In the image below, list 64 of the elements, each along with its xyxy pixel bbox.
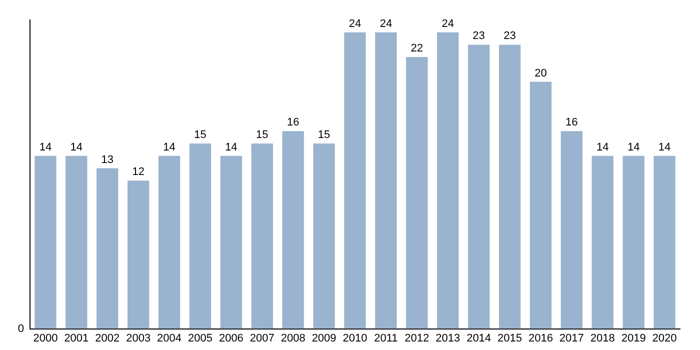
x-tick-label: 2012 (404, 332, 430, 344)
x-tick-label: 2009 (312, 332, 336, 344)
bar (622, 156, 644, 329)
data-label: 15 (318, 129, 330, 142)
x-tick-label: 2019 (621, 332, 646, 344)
data-label: 16 (286, 116, 300, 129)
bar (189, 144, 212, 329)
bar (313, 144, 335, 329)
x-tick-label: 2016 (528, 332, 553, 344)
x-tick-label: 2011 (374, 332, 398, 344)
bar (498, 44, 521, 329)
x-tick-label: 2003 (126, 332, 151, 344)
x-tick-label: 2015 (498, 332, 522, 344)
data-label: 24 (442, 18, 454, 30)
data-label: 14 (658, 141, 671, 154)
x-tick-label: 2013 (436, 332, 460, 344)
bar (220, 156, 242, 329)
data-label: 13 (101, 154, 114, 166)
bar (158, 156, 180, 329)
data-label: 24 (380, 18, 392, 30)
bar (282, 131, 304, 329)
data-label: 16 (566, 116, 578, 129)
bar (34, 156, 56, 329)
text: 0 (18, 322, 24, 335)
x-tick-label: 2004 (157, 332, 182, 344)
x-tick-label: 2014 (466, 332, 492, 344)
bar (251, 144, 273, 329)
data-label: 15 (194, 129, 206, 142)
x-tick-label: 2020 (652, 332, 677, 344)
data-label: 12 (132, 166, 144, 178)
data-label: 14 (39, 141, 52, 154)
bar (406, 57, 428, 329)
data-label: 23 (504, 30, 516, 42)
data-label: 14 (225, 141, 238, 154)
x-tick-label: 2000 (33, 332, 58, 344)
x-tick-label: 2001 (64, 332, 89, 344)
bar (468, 44, 490, 329)
bar (96, 168, 118, 329)
data-label: 23 (472, 30, 485, 42)
x-tick-label: 2010 (342, 332, 368, 344)
data-label: 14 (627, 141, 640, 154)
data-label: 14 (596, 141, 609, 154)
bar (66, 156, 88, 329)
x-tick-label: 2008 (280, 332, 306, 344)
bar (128, 180, 150, 329)
x-tick-label: 2007 (250, 332, 274, 344)
x-tick-label: 2002 (95, 332, 120, 344)
bar (592, 156, 614, 329)
data-label: 22 (410, 42, 424, 55)
data-label: 14 (163, 141, 176, 154)
x-tick-label: 2005 (188, 332, 212, 344)
bar (344, 32, 366, 329)
data-label: 14 (70, 141, 83, 154)
data-label: 20 (534, 67, 547, 80)
bar (560, 131, 582, 329)
data-label: 15 (256, 129, 268, 142)
bar (437, 32, 459, 329)
bar (654, 156, 676, 329)
bar (375, 32, 397, 329)
x-tick-label: 2006 (218, 332, 244, 344)
x-tick-label: 2018 (590, 332, 615, 344)
x-tick-label: 2017 (559, 332, 584, 344)
bar (530, 82, 552, 329)
data-label: 24 (348, 18, 362, 30)
